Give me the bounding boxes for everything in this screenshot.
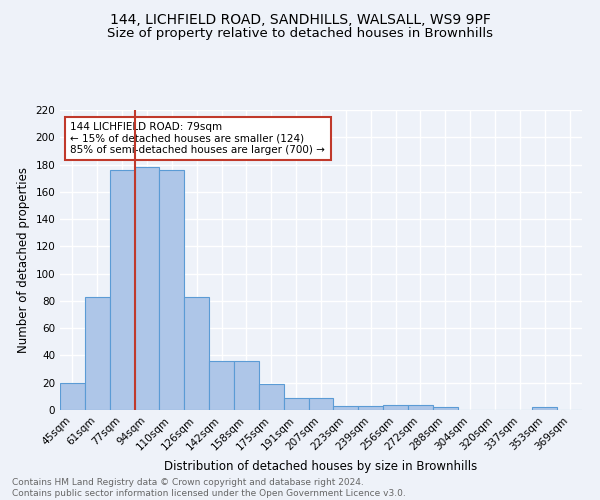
Bar: [259, 384, 284, 410]
Bar: [358, 406, 383, 410]
Bar: [134, 168, 160, 410]
Bar: [408, 404, 433, 410]
Bar: [284, 398, 308, 410]
Bar: [85, 297, 110, 410]
X-axis label: Distribution of detached houses by size in Brownhills: Distribution of detached houses by size …: [164, 460, 478, 473]
Bar: [433, 408, 458, 410]
Bar: [308, 398, 334, 410]
Text: 144, LICHFIELD ROAD, SANDHILLS, WALSALL, WS9 9PF: 144, LICHFIELD ROAD, SANDHILLS, WALSALL,…: [110, 12, 490, 26]
Bar: [532, 408, 557, 410]
Bar: [209, 361, 234, 410]
Y-axis label: Number of detached properties: Number of detached properties: [17, 167, 30, 353]
Text: Size of property relative to detached houses in Brownhills: Size of property relative to detached ho…: [107, 28, 493, 40]
Bar: [110, 170, 134, 410]
Text: 144 LICHFIELD ROAD: 79sqm
← 15% of detached houses are smaller (124)
85% of semi: 144 LICHFIELD ROAD: 79sqm ← 15% of detac…: [70, 122, 325, 155]
Bar: [234, 361, 259, 410]
Bar: [60, 382, 85, 410]
Bar: [160, 170, 184, 410]
Text: Contains HM Land Registry data © Crown copyright and database right 2024.
Contai: Contains HM Land Registry data © Crown c…: [12, 478, 406, 498]
Bar: [334, 406, 358, 410]
Bar: [383, 404, 408, 410]
Bar: [184, 297, 209, 410]
